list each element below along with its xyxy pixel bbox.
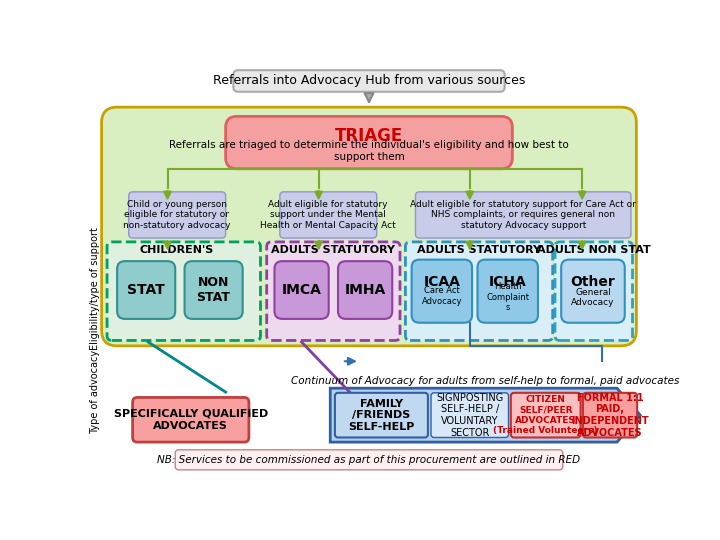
FancyBboxPatch shape bbox=[274, 261, 329, 319]
Text: SPECIFICALLY QUALIFIED
ADVOCATES: SPECIFICALLY QUALIFIED ADVOCATES bbox=[114, 409, 268, 430]
Text: Other: Other bbox=[571, 275, 616, 289]
FancyBboxPatch shape bbox=[225, 117, 513, 168]
FancyBboxPatch shape bbox=[102, 107, 636, 346]
Text: Referrals are triaged to determine the individual's eligibility and how best to
: Referrals are triaged to determine the i… bbox=[169, 140, 569, 162]
Text: ADULTS NON STAT: ADULTS NON STAT bbox=[537, 245, 651, 254]
FancyBboxPatch shape bbox=[583, 393, 637, 437]
FancyBboxPatch shape bbox=[335, 393, 428, 437]
Text: Type of advocacy: Type of advocacy bbox=[91, 350, 100, 434]
Text: ICHA: ICHA bbox=[489, 275, 526, 289]
Text: FORMAL 1:1
PAID,
INDEPENDENT
ADVOCATES: FORMAL 1:1 PAID, INDEPENDENT ADVOCATES bbox=[571, 393, 649, 437]
FancyBboxPatch shape bbox=[510, 393, 580, 437]
FancyBboxPatch shape bbox=[184, 261, 243, 319]
FancyBboxPatch shape bbox=[338, 261, 392, 319]
Text: CHILDREN'S: CHILDREN'S bbox=[140, 245, 214, 254]
Text: STAT: STAT bbox=[127, 284, 165, 298]
FancyBboxPatch shape bbox=[129, 192, 225, 238]
Text: IMCA: IMCA bbox=[282, 284, 322, 298]
FancyBboxPatch shape bbox=[431, 393, 508, 437]
FancyBboxPatch shape bbox=[412, 260, 472, 323]
FancyBboxPatch shape bbox=[477, 260, 538, 323]
Text: CITIZEN
SELF/PEER
ADVOCATES
(Trained Volunteers): CITIZEN SELF/PEER ADVOCATES (Trained Vol… bbox=[493, 395, 598, 435]
Text: ICAA: ICAA bbox=[423, 275, 460, 289]
Text: Continuum of Advocacy for adults from self-help to formal, paid advocates: Continuum of Advocacy for adults from se… bbox=[291, 375, 680, 386]
Polygon shape bbox=[330, 388, 640, 442]
FancyBboxPatch shape bbox=[266, 242, 400, 340]
FancyBboxPatch shape bbox=[132, 397, 249, 442]
Text: Adult eligible for statutory
support under the Mental
Health or Mental Capacity : Adult eligible for statutory support und… bbox=[260, 200, 396, 230]
FancyBboxPatch shape bbox=[555, 242, 632, 340]
FancyBboxPatch shape bbox=[233, 70, 505, 92]
Text: Referrals into Advocacy Hub from various sources: Referrals into Advocacy Hub from various… bbox=[213, 75, 525, 87]
Text: General
Advocacy: General Advocacy bbox=[571, 288, 615, 307]
Text: Eligibility/type of support: Eligibility/type of support bbox=[91, 227, 100, 349]
FancyBboxPatch shape bbox=[561, 260, 625, 323]
FancyBboxPatch shape bbox=[405, 242, 553, 340]
Text: TRIAGE: TRIAGE bbox=[335, 127, 403, 145]
Text: NON
STAT: NON STAT bbox=[197, 276, 230, 305]
Text: IMHA: IMHA bbox=[344, 284, 386, 298]
Text: SIGNPOSTING
SELF-HELP /
VOLUNTARY
SECTOR: SIGNPOSTING SELF-HELP / VOLUNTARY SECTOR bbox=[436, 393, 503, 437]
FancyBboxPatch shape bbox=[117, 261, 175, 319]
FancyBboxPatch shape bbox=[175, 450, 563, 470]
Text: Care Act
Advocacy: Care Act Advocacy bbox=[422, 286, 462, 306]
Text: Adult eligible for statutory support for Care Act or
NHS complaints, or requires: Adult eligible for statutory support for… bbox=[410, 200, 636, 230]
FancyBboxPatch shape bbox=[107, 242, 261, 340]
FancyBboxPatch shape bbox=[280, 192, 377, 238]
Text: ADULTS STATUTORY: ADULTS STATUTORY bbox=[417, 245, 541, 254]
Text: Health
Complaint
s: Health Complaint s bbox=[486, 282, 529, 312]
Text: ADULTS STATUTORY: ADULTS STATUTORY bbox=[271, 245, 395, 254]
FancyBboxPatch shape bbox=[415, 192, 631, 238]
Text: Child or young person
eligible for statutory or
non-statutory advocacy: Child or young person eligible for statu… bbox=[123, 200, 230, 230]
Text: NB: Services to be commissioned as part of this procurement are outlined in RED: NB: Services to be commissioned as part … bbox=[158, 455, 580, 465]
Text: FAMILY
/FRIENDS
SELF-HELP: FAMILY /FRIENDS SELF-HELP bbox=[348, 399, 415, 432]
